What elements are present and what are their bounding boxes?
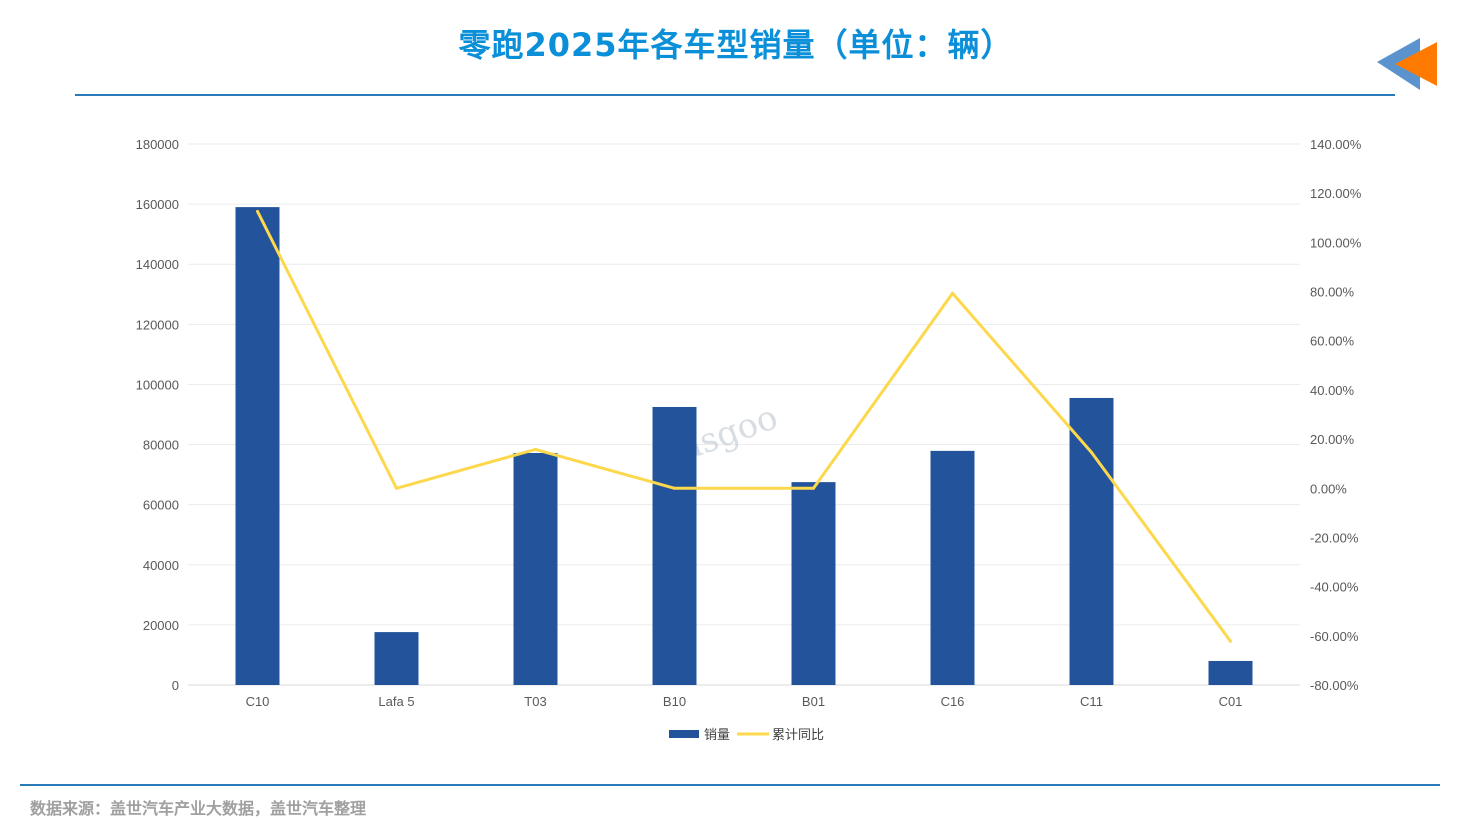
x-tick: B10 <box>663 694 686 709</box>
x-tick: C01 <box>1219 694 1243 709</box>
legend-bar-label: 销量 <box>704 728 730 743</box>
y-right-tick: -20.00% <box>1310 530 1359 545</box>
y-left-tick: 120000 <box>136 317 179 332</box>
source-note: 数据来源：盖世汽车产业大数据，盖世汽车整理 <box>30 799 367 818</box>
legend-bar-swatch <box>669 730 699 738</box>
bar-C16 <box>930 450 975 685</box>
bar-T03 <box>513 452 558 685</box>
bar-C10 <box>235 207 280 685</box>
y-left-tick: 20000 <box>143 618 179 633</box>
line-point-C16 <box>951 291 954 295</box>
line-point-C11 <box>1090 450 1093 454</box>
y-right-tick: -40.00% <box>1310 580 1359 595</box>
page-title: 零跑2025年各车型销量（单位：辆） <box>458 26 1014 64</box>
x-tick: Lafa 5 <box>378 694 414 709</box>
y-left-tick: 180000 <box>136 137 179 152</box>
y-right-tick: 20.00% <box>1310 432 1355 447</box>
y-left-tick: 100000 <box>136 377 179 392</box>
line-point-C10 <box>256 209 259 213</box>
title-divider <box>75 94 1395 96</box>
y-left-tick: 60000 <box>143 498 179 513</box>
line-point-C01 <box>1229 639 1232 643</box>
y-right-tick: 100.00% <box>1310 235 1362 250</box>
line-point-T03 <box>534 447 537 451</box>
x-tick: C16 <box>941 694 965 709</box>
y-right-tick: 80.00% <box>1310 285 1355 300</box>
line-point-B01 <box>812 486 815 490</box>
y-left-tick: 40000 <box>143 558 179 573</box>
bar-C11 <box>1069 397 1114 685</box>
line-point-Lafa 5 <box>395 486 398 490</box>
y-right-tick: 140.00% <box>1310 137 1362 152</box>
y-right-tick: -60.00% <box>1310 629 1359 644</box>
y-left-tick: 140000 <box>136 257 179 272</box>
logo-arrow-icon <box>1375 36 1441 98</box>
footer-divider <box>20 784 1440 786</box>
y-left-tick: 160000 <box>136 197 179 212</box>
y-right-tick: 60.00% <box>1310 334 1355 349</box>
x-tick: B01 <box>802 694 825 709</box>
x-tick: C10 <box>246 694 270 709</box>
y-right-tick: 120.00% <box>1310 186 1362 201</box>
y-right-tick: -80.00% <box>1310 678 1359 693</box>
chart: 0 20000 40000 60000 80000 100000 120000 140000 1… <box>136 137 1362 743</box>
y-right-tick: 40.00% <box>1310 383 1355 398</box>
x-tick: T03 <box>524 694 546 709</box>
line-series <box>256 210 1232 643</box>
bar-Lafa 5 <box>374 632 419 685</box>
legend-line-label: 累计同比 <box>772 728 824 743</box>
bar-C01 <box>1208 660 1253 685</box>
y-right-tick: 0.00% <box>1310 481 1347 496</box>
line-point-B10 <box>673 486 676 490</box>
x-tick: C11 <box>1080 694 1103 709</box>
bar-B01 <box>791 482 836 685</box>
y-left-tick: 80000 <box>143 438 179 453</box>
y-left-tick: 0 <box>172 678 179 693</box>
bar-B10 <box>652 406 697 685</box>
